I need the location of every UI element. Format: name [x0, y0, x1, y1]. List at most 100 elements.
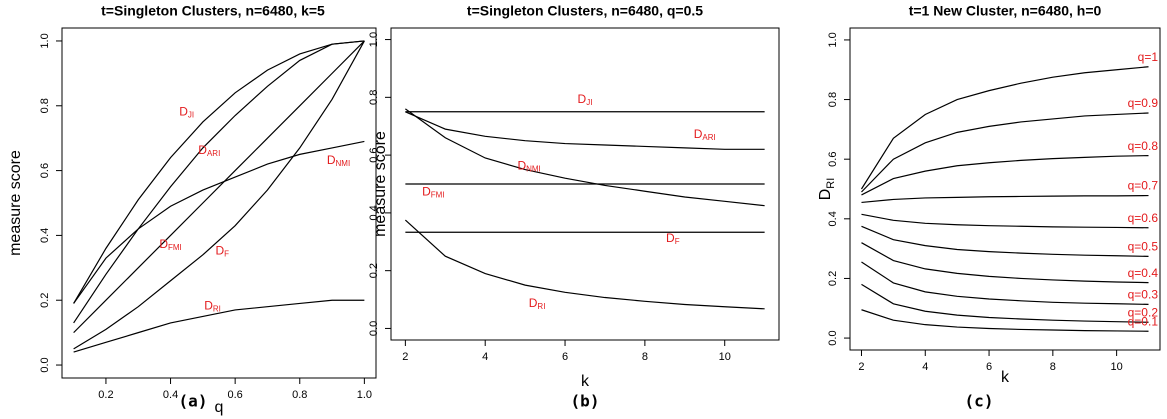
series-line — [860, 66, 1149, 190]
series-label: q=0.3 — [1128, 288, 1159, 302]
series-line — [73, 140, 365, 304]
y-tick-label: 0.8 — [827, 92, 839, 107]
series-label-sub: NMI — [526, 165, 541, 174]
x-axis-label: q — [215, 399, 224, 416]
x-tick-label: 10 — [1111, 361, 1123, 373]
series-label-main: D — [159, 237, 168, 251]
series-label-main: D — [198, 143, 207, 157]
x-tick-label: 0.4 — [163, 389, 178, 401]
y-tick-label: 0.8 — [368, 90, 380, 105]
series-label-sub: RI — [213, 305, 221, 314]
series-line — [405, 108, 765, 207]
y-tick-label: 0.4 — [827, 211, 839, 226]
chart-title: t=Singleton Clusters, n=6480, k=5 — [101, 3, 325, 19]
series-line — [861, 242, 1149, 284]
series-line — [73, 299, 365, 353]
series-label-sub: ARI — [207, 149, 220, 158]
series-line — [73, 40, 365, 324]
series-label: DARI — [694, 127, 716, 142]
x-tick-label: 2 — [402, 351, 408, 363]
series-label-main: D — [422, 185, 431, 199]
series-line — [73, 40, 365, 350]
y-tick-label: 0.0 — [368, 321, 380, 336]
series-label-main: D — [578, 92, 587, 106]
y-axis-label: measure score — [372, 131, 389, 237]
series-label-main: D — [204, 299, 213, 313]
panel: t=1 New Cluster, n=6480, h=0 2 4 6 8 10 0.0 0.2… — [817, 3, 1161, 411]
series-label: DF — [215, 244, 229, 259]
series-label: DF — [666, 231, 680, 246]
series-line — [861, 309, 1149, 332]
x-tick-label: 0.8 — [292, 389, 307, 401]
y-tick-label: 0.4 — [368, 205, 380, 220]
plot-frame — [390, 27, 780, 341]
y-axis-label-main: measure score — [7, 150, 24, 256]
plot-frame — [849, 27, 1161, 351]
series-label-main: D — [327, 153, 336, 167]
x-tick-label: 6 — [986, 361, 992, 373]
series-line — [73, 40, 365, 334]
x-tick-label: 0.6 — [228, 389, 243, 401]
series-line — [861, 155, 1149, 196]
panel: t=Singleton Clusters, n=6480, k=5 0.2 0.4 0… — [7, 3, 377, 416]
x-tick-label: 2 — [858, 361, 864, 373]
series-label: DARI — [198, 143, 220, 158]
y-tick-label: 0.0 — [39, 357, 51, 372]
series-line — [73, 40, 365, 304]
series-label: DNMI — [327, 153, 350, 168]
series-label: q=0.4 — [1128, 266, 1159, 280]
caption: (c) — [965, 392, 994, 411]
y-tick-label: 0.2 — [827, 271, 839, 286]
series-label: q=0.9 — [1128, 96, 1159, 110]
series-label: q=0.2 — [1128, 305, 1159, 319]
x-tick-label: 8 — [1050, 361, 1056, 373]
series-label-main: D — [179, 104, 188, 118]
series-label-sub: F — [675, 237, 680, 246]
series-label-main: D — [517, 159, 526, 173]
y-tick-label: 0.2 — [39, 293, 51, 308]
y-tick-label: 0.4 — [39, 228, 51, 243]
series-line — [861, 213, 1149, 229]
series-label-sub: F — [224, 250, 229, 259]
series-label-main: D — [215, 244, 224, 258]
panel: t=Singleton Clusters, n=6480, q=0.5 2 4 6 8 1… — [368, 3, 780, 411]
y-tick-label: 1.0 — [39, 33, 51, 48]
y-tick-label: 1.0 — [827, 32, 839, 47]
series-line — [861, 261, 1149, 305]
y-axis-label: DRI — [817, 178, 837, 201]
series-line — [861, 225, 1149, 257]
y-axis-label-main: measure score — [372, 131, 389, 237]
series-label: q=1 — [1138, 50, 1159, 64]
x-tick-label: 6 — [562, 351, 568, 363]
series-line — [404, 219, 765, 310]
y-tick-label: 0.6 — [827, 152, 839, 167]
y-tick-label: 1.0 — [368, 32, 380, 47]
x-tick-label: 4 — [482, 351, 488, 363]
y-tick-label: 0.6 — [368, 147, 380, 162]
series-label-sub: ARI — [702, 133, 715, 142]
series-line — [861, 112, 1149, 193]
y-axis-label-main: D — [817, 189, 834, 201]
y-tick-label: 0.6 — [39, 163, 51, 178]
y-tick-label: 0.2 — [368, 263, 380, 278]
chart-title: t=Singleton Clusters, n=6480, q=0.5 — [467, 3, 703, 19]
chart-title: t=1 New Cluster, n=6480, h=0 — [909, 3, 1102, 19]
series-label-main: D — [666, 231, 675, 245]
series-line — [861, 283, 1149, 323]
x-tick-label: 0.2 — [98, 389, 113, 401]
series-label: DJI — [578, 92, 593, 107]
x-axis-label: k — [581, 373, 590, 390]
series-label-sub: FMI — [431, 191, 445, 200]
series-label: DJI — [179, 104, 194, 119]
series-label: DRI — [529, 296, 546, 311]
series-label: q=0.7 — [1128, 179, 1159, 193]
x-tick-label: 4 — [922, 361, 928, 373]
x-tick-label: 1.0 — [357, 389, 372, 401]
x-tick-label: 10 — [719, 351, 731, 363]
series-label: DFMI — [422, 185, 444, 200]
series-label-sub: JI — [188, 110, 194, 119]
series-label-main: D — [694, 127, 703, 141]
series-label: DRI — [204, 299, 221, 314]
series-label: DNMI — [517, 159, 540, 174]
